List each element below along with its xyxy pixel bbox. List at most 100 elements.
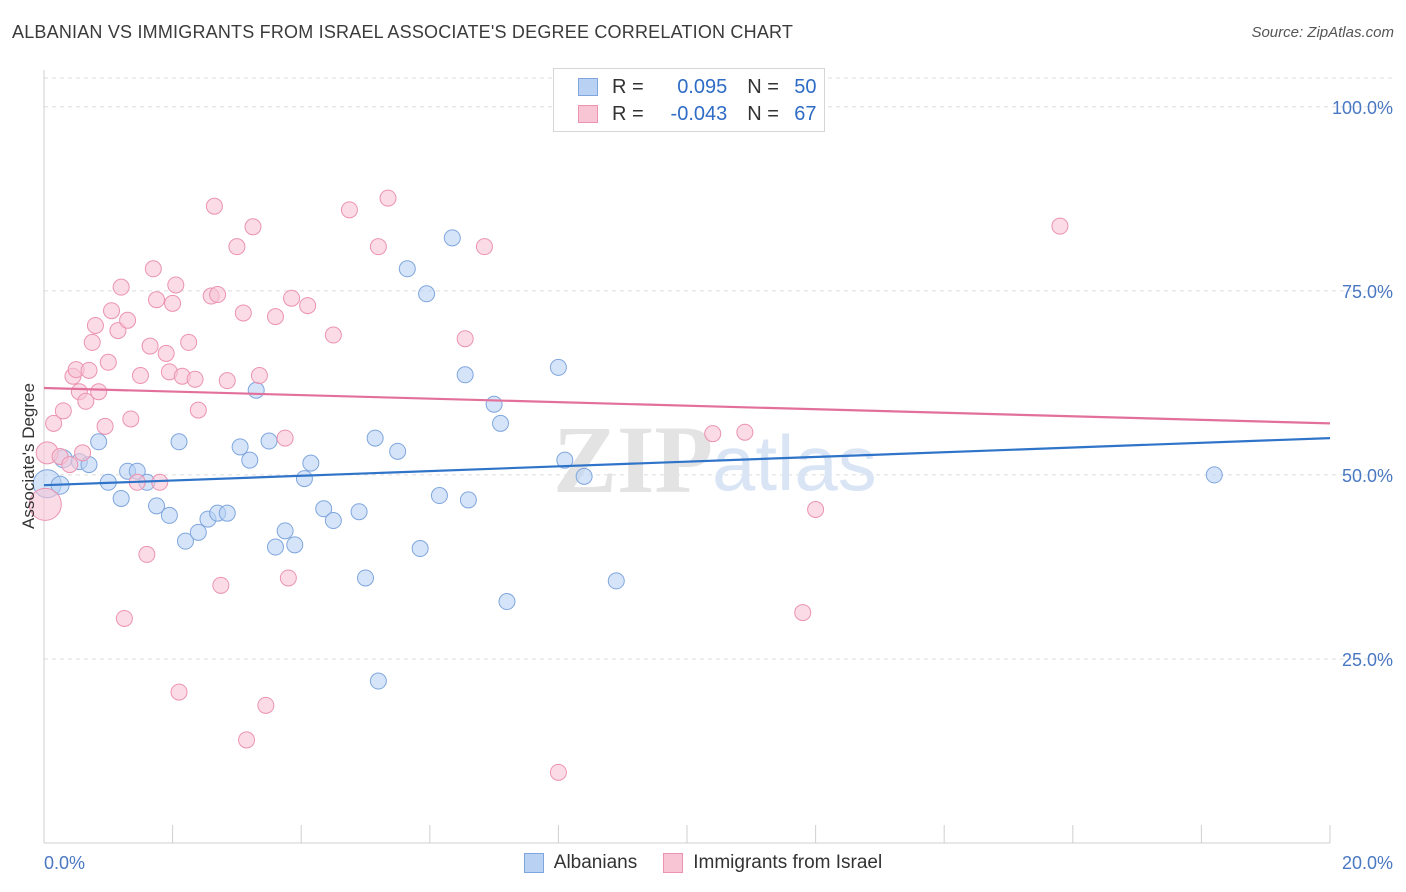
israel-point bbox=[61, 456, 79, 474]
albanian-point bbox=[549, 358, 567, 376]
israel-point bbox=[299, 297, 317, 315]
x-tick-label: 0.0% bbox=[44, 853, 85, 873]
israel-point bbox=[250, 367, 268, 385]
legend-row-albanians: R = 0.095 N = 50 bbox=[578, 75, 817, 99]
albanians-swatch bbox=[578, 78, 598, 96]
r-label: R = bbox=[612, 75, 650, 98]
israel-point bbox=[103, 302, 121, 320]
albanian-point bbox=[556, 451, 574, 469]
albanian-point bbox=[350, 503, 368, 521]
grid-layer bbox=[44, 77, 1392, 660]
albanian-point bbox=[369, 672, 387, 690]
israel-point bbox=[74, 444, 92, 462]
israel-point bbox=[86, 316, 104, 334]
albanian-point bbox=[492, 414, 510, 432]
albanian-point bbox=[324, 512, 342, 530]
israel-point bbox=[83, 333, 101, 351]
albanian-point bbox=[160, 506, 178, 524]
israel-point bbox=[794, 604, 812, 622]
israel-point bbox=[218, 372, 236, 390]
albanian-point bbox=[148, 497, 166, 515]
albanian-point bbox=[1205, 466, 1223, 484]
albanian-point bbox=[231, 438, 249, 456]
israel-point bbox=[122, 410, 140, 428]
albanian-point bbox=[247, 381, 265, 399]
albanian-point bbox=[218, 504, 236, 522]
israel-point bbox=[340, 201, 358, 219]
israel-point bbox=[96, 417, 114, 435]
albanian-point bbox=[575, 467, 593, 485]
n-label: N = bbox=[747, 102, 785, 125]
albanian-point bbox=[430, 487, 448, 505]
israel-point bbox=[115, 609, 133, 627]
legend-item-israel: Immigrants from Israel bbox=[663, 852, 882, 874]
israel-legend-swatch bbox=[663, 853, 684, 873]
watermark: ZIP atlas bbox=[553, 406, 877, 513]
israel-point bbox=[324, 326, 342, 344]
israel-point bbox=[170, 683, 188, 701]
albanian-point bbox=[607, 572, 625, 590]
israel-point bbox=[45, 414, 63, 432]
israel-point bbox=[228, 238, 246, 256]
israel-point bbox=[167, 276, 185, 294]
r-value: -0.043 bbox=[670, 102, 728, 125]
albanian-point bbox=[176, 532, 194, 550]
albanians-legend-swatch bbox=[523, 853, 544, 873]
y-tick-label: 100.0% bbox=[1332, 98, 1393, 118]
stats-legend: R = 0.095 N = 50 R = -0.043 N = 67 bbox=[553, 68, 825, 132]
points-layer bbox=[28, 189, 1223, 781]
albanian-point bbox=[170, 433, 188, 451]
albanian-point bbox=[266, 538, 284, 556]
albanian-point bbox=[498, 593, 516, 611]
albanian-point bbox=[260, 432, 278, 450]
r-label: R = bbox=[612, 102, 650, 125]
source-label: Source: ZipAtlas.com bbox=[1251, 24, 1394, 41]
israel-point bbox=[456, 330, 474, 348]
israel-point bbox=[205, 197, 223, 215]
israel-trend-line bbox=[43, 386, 1331, 425]
albanian-point bbox=[398, 260, 416, 278]
israel-point bbox=[266, 308, 284, 326]
israel-swatch bbox=[578, 105, 598, 123]
label-layer: 25.0% 50.0% 75.0% 100.0% 0.0% 20.0% Associate'… bbox=[19, 98, 1393, 873]
albanian-point bbox=[90, 433, 108, 451]
israel-point bbox=[257, 696, 275, 714]
albanian-point bbox=[456, 366, 474, 384]
israel-point bbox=[164, 294, 182, 312]
albanian-point bbox=[315, 500, 333, 518]
albanian-point bbox=[366, 429, 384, 447]
albanian-point bbox=[411, 540, 429, 558]
israel-point bbox=[369, 238, 387, 256]
y-axis-title: Associate's Degree bbox=[19, 383, 38, 529]
israel-point bbox=[475, 238, 493, 256]
israel-point bbox=[77, 392, 95, 410]
albanians-legend-label: Albanians bbox=[553, 852, 638, 873]
x-tick-label: 20.0% bbox=[1342, 853, 1393, 873]
israel-point bbox=[99, 353, 117, 371]
israel-point bbox=[234, 304, 252, 322]
n-value: 67 bbox=[794, 102, 817, 125]
israel-point bbox=[141, 337, 159, 355]
israel-point bbox=[90, 383, 108, 401]
trend-layer bbox=[43, 386, 1331, 487]
albanian-point bbox=[112, 489, 130, 507]
albanian-point bbox=[459, 491, 477, 509]
albanian-point bbox=[286, 536, 304, 554]
israel-point bbox=[209, 286, 227, 304]
y-tick-label: 25.0% bbox=[1342, 650, 1393, 670]
israel-point bbox=[54, 402, 72, 420]
israel-legend-label: Immigrants from Israel bbox=[693, 852, 883, 873]
israel-point bbox=[807, 501, 825, 519]
albanian-point bbox=[485, 395, 503, 413]
israel-point bbox=[1051, 217, 1069, 235]
israel-point bbox=[180, 333, 198, 351]
r-value: 0.095 bbox=[677, 75, 728, 98]
israel-point bbox=[112, 278, 130, 296]
albanian-point bbox=[389, 442, 407, 460]
israel-point bbox=[736, 423, 754, 441]
n-label: N = bbox=[747, 75, 785, 98]
israel-point bbox=[131, 367, 149, 385]
series-legend: Albanians Immigrants from Israel bbox=[0, 852, 1406, 874]
israel-point bbox=[283, 289, 301, 307]
